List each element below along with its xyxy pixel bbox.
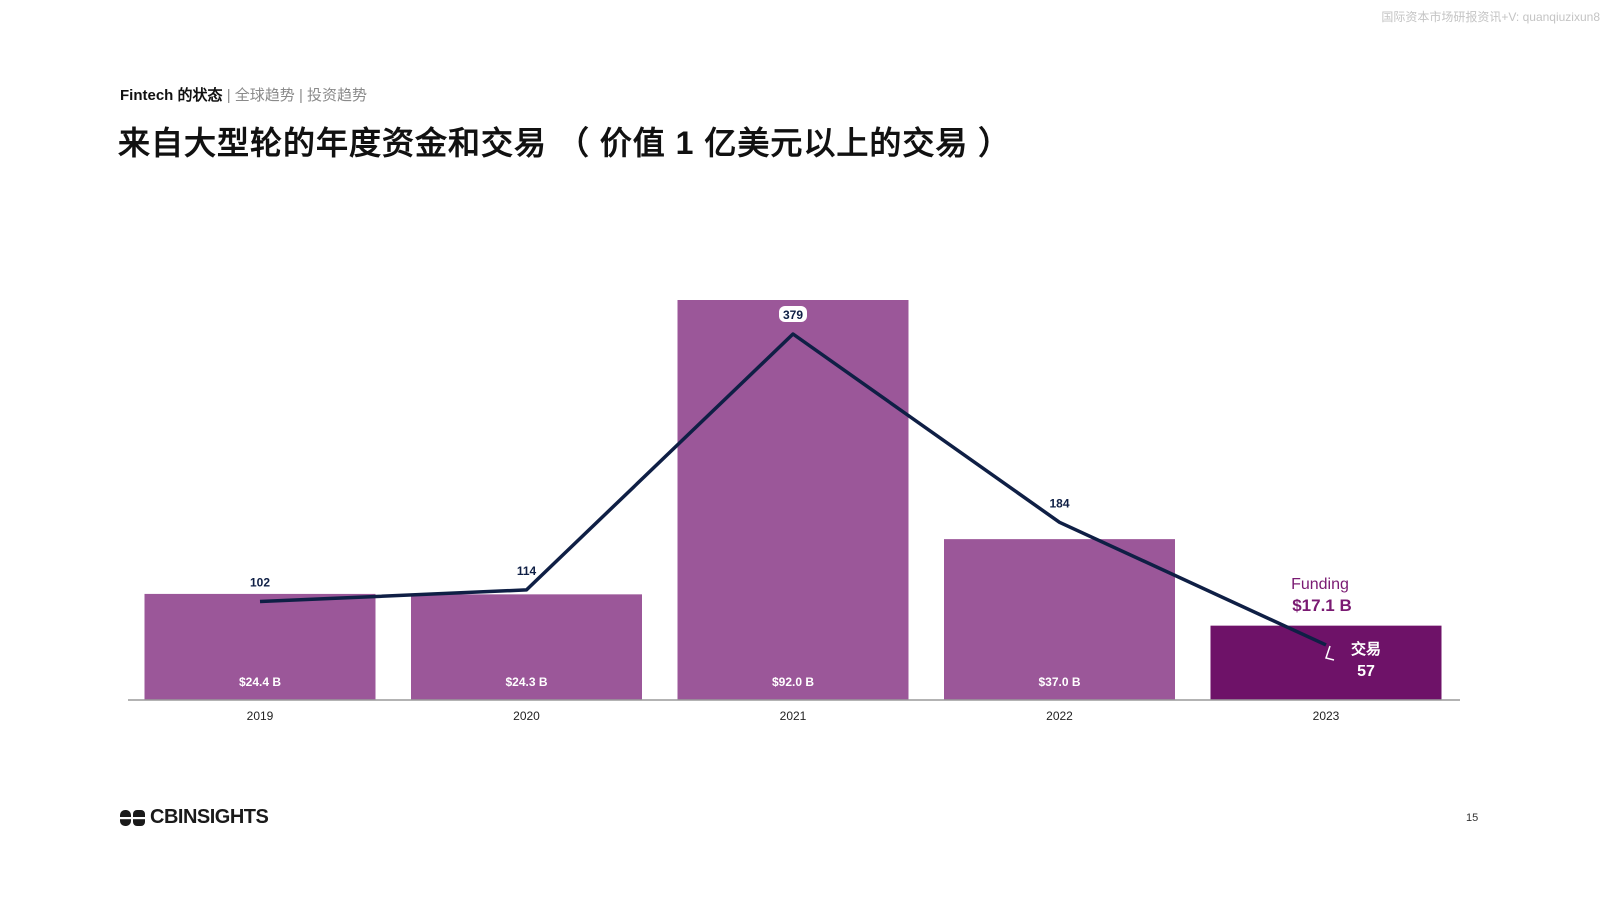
deals-annotation-value: 57	[1357, 663, 1375, 680]
deal-count-label: 102	[250, 575, 270, 589]
watermark: 国际资本市场研报资讯+V: quanqiuzixun8	[1381, 10, 1600, 24]
x-tick-label: 2021	[780, 709, 807, 723]
bar-2020	[411, 594, 642, 700]
breadcrumb-separator: |	[298, 87, 303, 104]
bar-2022	[944, 539, 1175, 700]
x-tick-label: 2019	[247, 709, 274, 723]
x-tick-label: 2020	[513, 709, 540, 723]
cb-logo-icon	[120, 808, 146, 827]
deals-annotation-label: 交易	[1351, 640, 1381, 658]
logo-text: CBINSIGHTS	[150, 806, 269, 828]
cb-insights-logo: CBINSIGHTS	[120, 806, 269, 829]
breadcrumb-section: 全球趋势	[234, 87, 295, 104]
bar-value-label: $92.0 B	[772, 675, 814, 689]
breadcrumb-separator: |	[226, 87, 231, 104]
funding-annotation-label: Funding	[1291, 576, 1349, 593]
page-number: 15	[1466, 812, 1479, 824]
bar-2023	[1210, 625, 1442, 700]
deal-count-label: 379	[783, 308, 803, 322]
page-title: 来自大型轮的年度资金和交易 （ 价值 1 亿美元以上的交易 ）	[118, 125, 1012, 161]
bar-value-label: $24.3 B	[505, 675, 547, 689]
breadcrumb: Fintech 的状态 | 全球趋势 | 投资趋势	[120, 84, 367, 105]
deal-count-label: 184	[1049, 496, 1069, 510]
bar-2019	[144, 593, 376, 700]
deals-line	[259, 332, 1327, 647]
breadcrumb-main: Fintech 的状态	[120, 87, 223, 104]
deal-count-label: 114	[517, 564, 537, 578]
breadcrumb-subsection: 投资趋势	[307, 87, 368, 104]
bar-value-label: $37.0 B	[1038, 675, 1080, 689]
deal-label-background	[779, 306, 807, 322]
bar-value-label: $24.4 B	[239, 675, 281, 689]
bar-2021	[677, 300, 909, 700]
deals-annotation-leader	[1325, 645, 1335, 661]
x-tick-label: 2023	[1313, 709, 1340, 723]
x-tick-label: 2022	[1046, 709, 1073, 723]
funding-annotation-value: $17.1 B	[1292, 596, 1352, 615]
